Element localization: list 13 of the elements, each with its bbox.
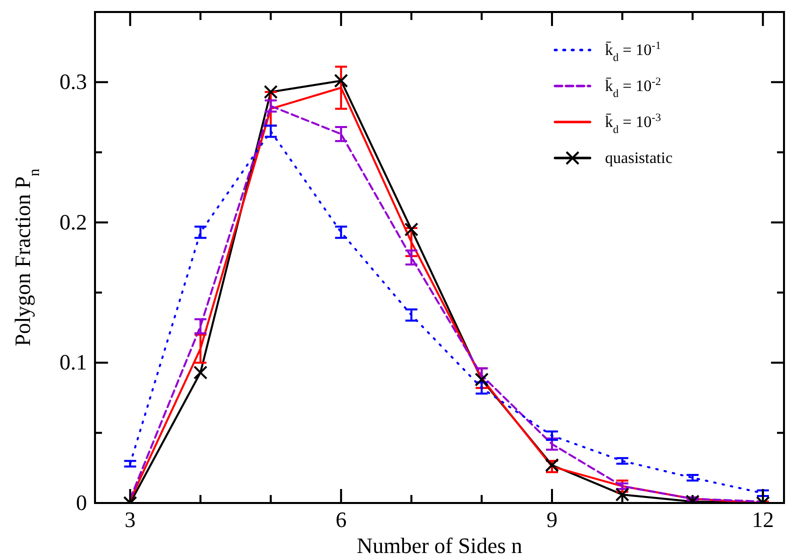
x-tick-label: 12 (752, 507, 774, 532)
x-tick-label: 3 (124, 507, 136, 532)
x-axis-title: Number of Sides n (356, 533, 522, 558)
y-tick-label: 0.1 (60, 350, 87, 375)
y-tick-label: 0 (76, 490, 87, 515)
y-tick-label: 0.2 (60, 209, 87, 234)
x-tick-label: 6 (336, 507, 347, 532)
legend-label: k̄$_{d}$ = 10$^{-1}$ (605, 40, 661, 64)
x-tick-label: 9 (546, 507, 558, 532)
legend-label: k̄$_{d}$ = 10$^{-2}$ (605, 76, 661, 100)
legend-label: k̄$_{d}$ = 10$^{-3}$ (605, 112, 662, 136)
y-tick-label: 0.3 (60, 69, 87, 94)
legend-label: quasistatic (605, 150, 673, 167)
